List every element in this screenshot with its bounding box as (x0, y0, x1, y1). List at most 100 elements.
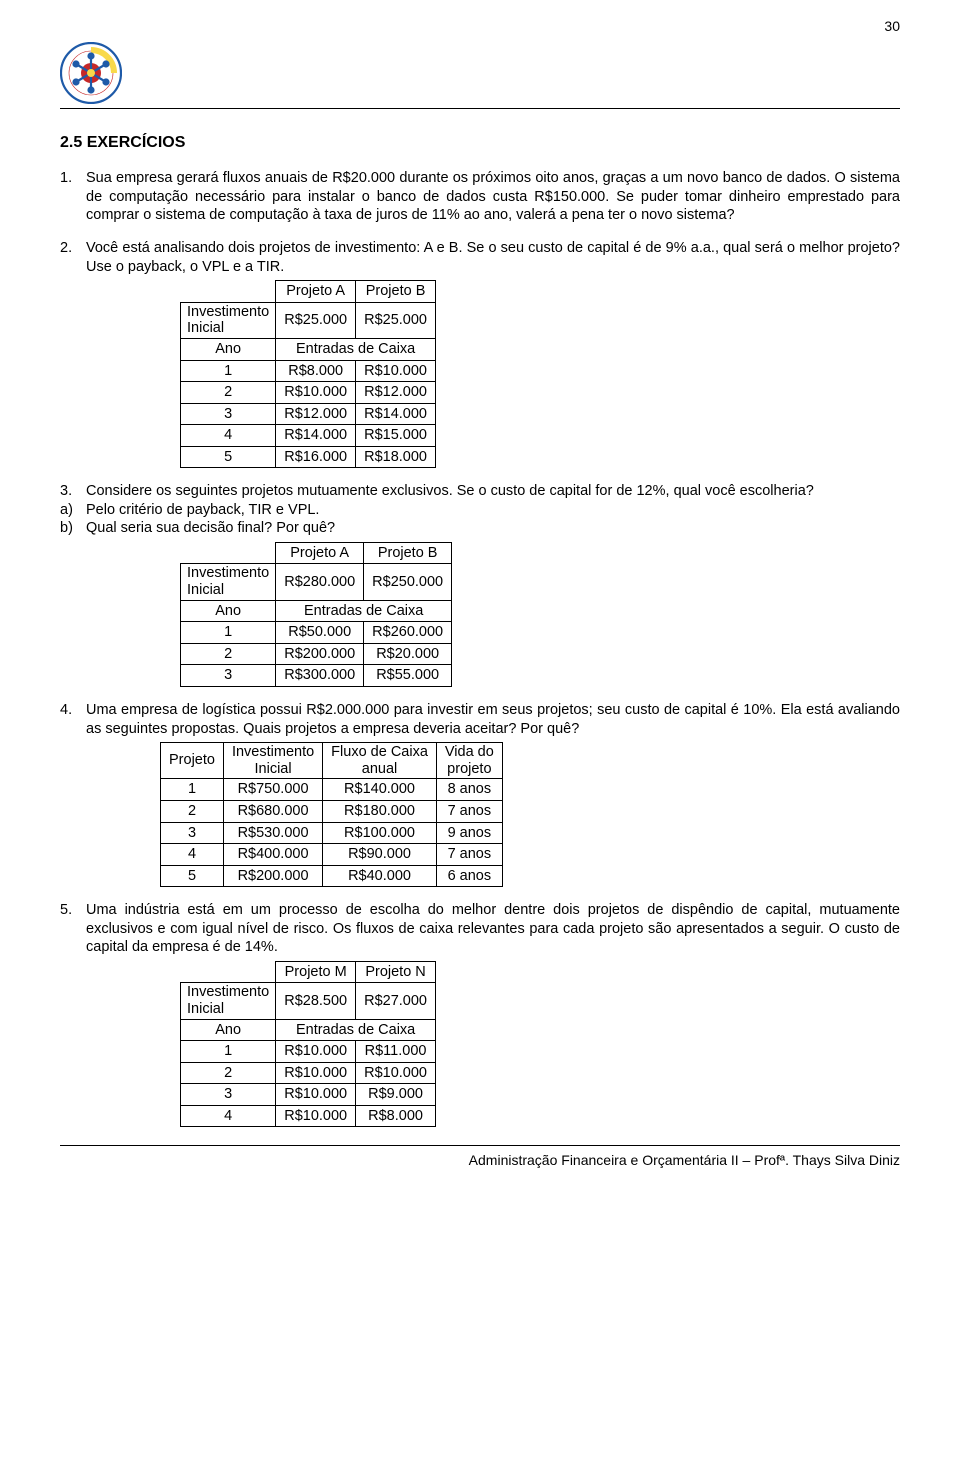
exercise-1: 1. Sua empresa gerará fluxos anuais de R… (60, 169, 900, 225)
cell: 5 (161, 865, 224, 887)
exercise-marker: 2. (60, 239, 86, 276)
col-header: InvestimentoInicial (223, 743, 322, 779)
cell: R$10.000 (276, 1105, 356, 1127)
table-row: 2R$10.000R$12.000 (181, 382, 436, 404)
cell: 3 (181, 403, 276, 425)
exercise-3-sub-a: a) Pelo critério de payback, TIR e VPL. (60, 501, 900, 520)
table-row: 1R$10.000R$11.000 (181, 1041, 436, 1063)
col-header: Vida doprojeto (436, 743, 502, 779)
exercise-marker: 1. (60, 169, 86, 225)
footer-text: Administração Financeira e Orçamentária … (60, 1152, 900, 1170)
cell: R$260.000 (364, 622, 452, 644)
cell: 3 (161, 822, 224, 844)
cell: 4 (181, 425, 276, 447)
section-number: 2.5 (60, 134, 87, 151)
exercise-text: Considere os seguintes projetos mutuamen… (86, 482, 900, 501)
cell: R$18.000 (356, 446, 436, 468)
section-title: 2.5 EXERCÍCIOS (60, 133, 900, 153)
exercise-3: 3. Considere os seguintes projetos mutua… (60, 482, 900, 687)
cell: R$90.000 (323, 844, 437, 866)
cell: R$11.000 (356, 1041, 436, 1063)
exercise-text: Sua empresa gerará fluxos anuais de R$20… (86, 169, 900, 225)
cell: Entradas de Caixa (276, 339, 436, 361)
table-row: Ano Entradas de Caixa (181, 1019, 436, 1041)
cell: Entradas de Caixa (276, 1019, 436, 1041)
cell: R$750.000 (223, 779, 322, 801)
cell: R$12.000 (356, 382, 436, 404)
cell: R$40.000 (323, 865, 437, 887)
cell: R$530.000 (223, 822, 322, 844)
cell: 2 (161, 800, 224, 822)
cell: 6 anos (436, 865, 502, 887)
table-row: 2R$680.000R$180.0007 anos (161, 800, 503, 822)
exercise-3-table: Projeto A Projeto B InvestimentoInicial … (180, 542, 452, 687)
cell: R$10.000 (356, 1062, 436, 1084)
row-label: Ano (181, 339, 276, 361)
cell: R$140.000 (323, 779, 437, 801)
exercise-2-table: Projeto A Projeto B InvestimentoInicial … (180, 280, 436, 468)
cell: R$10.000 (276, 1041, 356, 1063)
table-row: 5R$16.000R$18.000 (181, 446, 436, 468)
cell: R$55.000 (364, 665, 452, 687)
exercise-4-table: Projeto InvestimentoInicial Fluxo de Cai… (160, 742, 503, 887)
table-row: 4R$10.000R$8.000 (181, 1105, 436, 1127)
section-word: EXERCÍCIOS (87, 134, 186, 151)
exercise-text: Você está analisando dois projetos de in… (86, 239, 900, 276)
table-row: Projeto InvestimentoInicial Fluxo de Cai… (161, 743, 503, 779)
table-row: 4R$14.000R$15.000 (181, 425, 436, 447)
cell: 2 (181, 643, 276, 665)
cell: R$400.000 (223, 844, 322, 866)
table-row: InvestimentoInicial R$25.000 R$25.000 (181, 302, 436, 338)
table-row: 1R$750.000R$140.0008 anos (161, 779, 503, 801)
table-row: 1R$8.000R$10.000 (181, 360, 436, 382)
col-header: Projeto (161, 743, 224, 779)
cell: 1 (161, 779, 224, 801)
col-header: Projeto A (276, 542, 364, 564)
cell: R$12.000 (276, 403, 356, 425)
cell: R$9.000 (356, 1084, 436, 1106)
cell: 7 anos (436, 800, 502, 822)
cell: 1 (181, 1041, 276, 1063)
sub-text: Qual seria sua decisão final? Por quê? (86, 519, 900, 538)
header-logo-row (60, 42, 900, 104)
table-row: 2R$10.000R$10.000 (181, 1062, 436, 1084)
col-header: Fluxo de Caixaanual (323, 743, 437, 779)
row-label: Ano (181, 600, 276, 622)
col-header: Projeto B (356, 281, 436, 303)
table-row: 3R$12.000R$14.000 (181, 403, 436, 425)
exercise-marker: 5. (60, 901, 86, 957)
exercise-marker: 4. (60, 701, 86, 738)
cell: R$680.000 (223, 800, 322, 822)
cell: R$16.000 (276, 446, 356, 468)
cell: R$25.000 (276, 302, 356, 338)
exercise-5: 5. Uma indústria está em um processo de … (60, 901, 900, 1127)
cell: R$14.000 (276, 425, 356, 447)
table-row: 5R$200.000R$40.0006 anos (161, 865, 503, 887)
table-row: Projeto A Projeto B (181, 281, 436, 303)
exercise-2: 2. Você está analisando dois projetos de… (60, 239, 900, 468)
table-row: 3R$300.000R$55.000 (181, 665, 452, 687)
row-label: InvestimentoInicial (181, 564, 276, 600)
table-row: Projeto M Projeto N (181, 961, 436, 983)
cell: 8 anos (436, 779, 502, 801)
table-row: 4R$400.000R$90.0007 anos (161, 844, 503, 866)
table-row: 3R$530.000R$100.0009 anos (161, 822, 503, 844)
cell: R$27.000 (356, 983, 436, 1019)
footer-rule (60, 1145, 900, 1146)
exercise-marker: 3. (60, 482, 86, 501)
table-row: 3R$10.000R$9.000 (181, 1084, 436, 1106)
col-header: Projeto M (276, 961, 356, 983)
cell: R$20.000 (364, 643, 452, 665)
sub-marker: a) (60, 501, 86, 520)
cell: R$10.000 (276, 1062, 356, 1084)
cell: 1 (181, 622, 276, 644)
cell: R$280.000 (276, 564, 364, 600)
cell: R$10.000 (356, 360, 436, 382)
exercise-4: 4. Uma empresa de logística possui R$2.0… (60, 701, 900, 887)
cell: R$15.000 (356, 425, 436, 447)
cell: R$100.000 (323, 822, 437, 844)
col-header: Projeto B (364, 542, 452, 564)
col-header: Projeto A (276, 281, 356, 303)
cell: R$200.000 (276, 643, 364, 665)
exercise-text: Uma indústria está em um processo de esc… (86, 901, 900, 957)
